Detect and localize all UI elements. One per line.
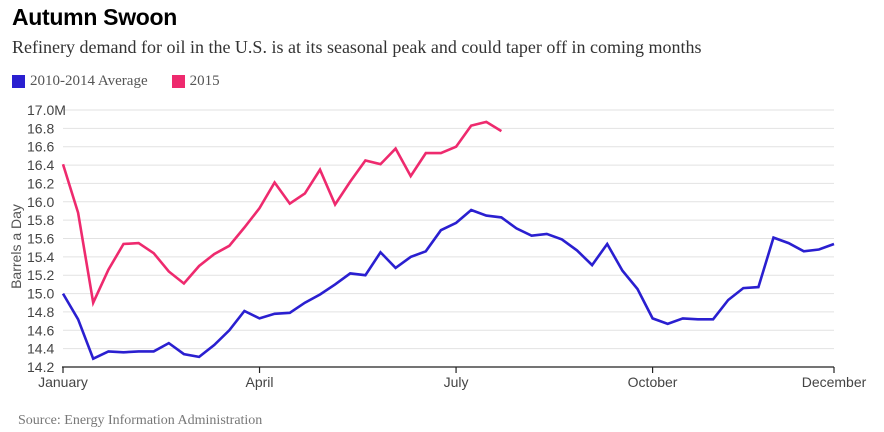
legend-swatch-average [12,74,25,88]
x-axis-tick-labels: January April July October December [38,374,867,390]
source-note: Source: Energy Information Administratio… [18,413,263,428]
y-tick-label: 15.6 [27,231,54,247]
y-tick-label: 14.8 [27,304,54,320]
x-tick-label: July [444,374,469,390]
chart-subtitle: Refinery demand for oil in the U.S. is a… [12,37,702,57]
chart-legend: 2010-2014 Average 2015 [12,71,244,91]
series-lines [61,120,835,361]
x-axis [62,366,835,373]
y-tick-label: 15.4 [27,249,54,265]
legend-label-average: 2010-2014 Average [30,72,148,89]
y-tick-label: 14.2 [27,359,54,375]
grid-lines [63,109,834,350]
x-tick-label: January [38,374,88,390]
y-axis-title: Barrels a Day [8,204,24,289]
series-line-2015 [61,120,503,308]
chart-title: Autumn Swoon [12,4,178,30]
y-tick-label: 15.8 [27,212,54,228]
y-tick-label: 15.0 [27,286,54,302]
y-tick-label: 14.6 [27,322,54,338]
legend-label-2015: 2015 [189,72,220,89]
y-tick-label: 16.0 [27,194,54,210]
x-tick-label: October [628,374,678,390]
y-tick-label: 15.2 [27,267,54,283]
y-tick-label: 16.8 [27,120,54,136]
y-tick-label: 16.2 [27,175,54,191]
legend-item-2015: 2015 [171,72,220,90]
legend-swatch-2015 [171,74,185,88]
y-tick-label: 16.6 [27,139,54,155]
y-tick-label: 16.4 [27,157,54,173]
y-axis-tick-labels: 17.0M 16.8 16.6 16.4 16.2 16.0 15.8 15.6 15.4 15.… [27,102,66,375]
y-tick-label: 17.0M [27,102,66,118]
series-line-average [61,208,835,361]
y-tick-label: 14.4 [27,341,54,357]
x-tick-label: April [246,374,274,390]
x-tick-label: December [802,374,867,390]
legend-item-average: 2010-2014 Average [12,73,148,90]
